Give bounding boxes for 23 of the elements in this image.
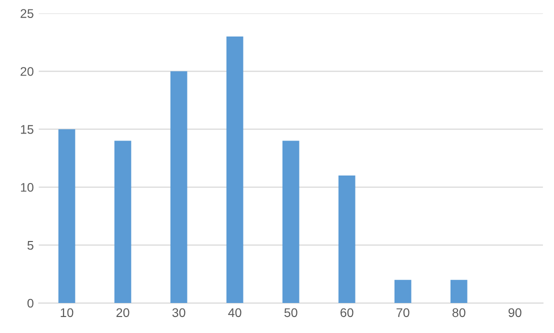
x-tick-label: 80 bbox=[452, 308, 466, 318]
bar bbox=[282, 140, 300, 304]
y-tick-label: 25 bbox=[20, 9, 34, 18]
bar bbox=[170, 71, 188, 304]
x-tick-label: 90 bbox=[508, 308, 522, 318]
y-tick-label: 0 bbox=[27, 298, 34, 308]
y-tick-label: 10 bbox=[20, 182, 34, 192]
bar bbox=[338, 176, 356, 304]
bar bbox=[114, 140, 132, 304]
x-tick-label: 30 bbox=[172, 308, 186, 318]
y-tick-label: 5 bbox=[27, 241, 34, 250]
x-tick-label: 70 bbox=[396, 308, 410, 318]
bar bbox=[226, 36, 244, 304]
bar bbox=[58, 129, 76, 304]
x-tick-label: 50 bbox=[284, 308, 298, 318]
y-tick-label: 15 bbox=[20, 125, 34, 134]
x-tick-label: 60 bbox=[340, 308, 354, 318]
y-tick-label: 20 bbox=[20, 67, 34, 76]
x-tick-label: 40 bbox=[228, 308, 242, 318]
bar bbox=[450, 280, 468, 304]
bar bbox=[394, 280, 412, 304]
x-tick-label: 10 bbox=[60, 308, 74, 318]
x-tick-label: 20 bbox=[116, 308, 130, 318]
